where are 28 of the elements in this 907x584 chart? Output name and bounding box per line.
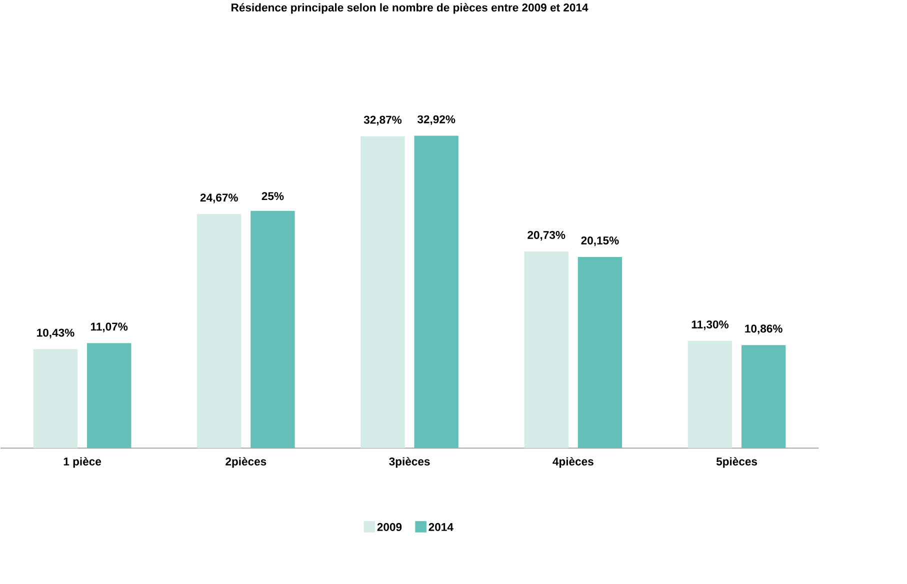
bar: [86, 343, 132, 448]
x-tick-label: 3pièces: [389, 457, 430, 468]
bar: [197, 214, 242, 448]
data-label: 20,15%: [581, 236, 619, 246]
chart-title: Résidence principale selon le nombre de pièces entre 2009 et 2014: [232, 3, 588, 14]
data-label: 32,87%: [364, 116, 402, 126]
bar: [360, 136, 405, 448]
bar: [414, 136, 458, 448]
bar: [524, 252, 568, 448]
data-label: 24,67%: [200, 194, 238, 204]
bar: [33, 349, 78, 448]
data-label: 10,43%: [37, 328, 74, 339]
legend-label: 2014: [428, 523, 454, 532]
x-tick-label: 2pièces: [226, 457, 266, 468]
x-tick-label: 4pièces: [552, 457, 594, 468]
bar: [741, 345, 786, 448]
data-label: 32,92%: [417, 116, 456, 126]
data-label: 11,30%: [692, 320, 729, 330]
data-label: 20,73%: [528, 231, 566, 241]
bar: [688, 341, 732, 448]
legend-label: 2009: [377, 523, 402, 532]
bar: [578, 257, 622, 448]
x-tick-label: 5pièces: [716, 457, 758, 468]
data-label: 25%: [262, 192, 284, 200]
x-tick-label: 1 pièce: [64, 457, 102, 468]
data-label: 10,86%: [745, 324, 782, 334]
bar: [250, 211, 295, 448]
data-label: 11,07%: [90, 322, 128, 332]
